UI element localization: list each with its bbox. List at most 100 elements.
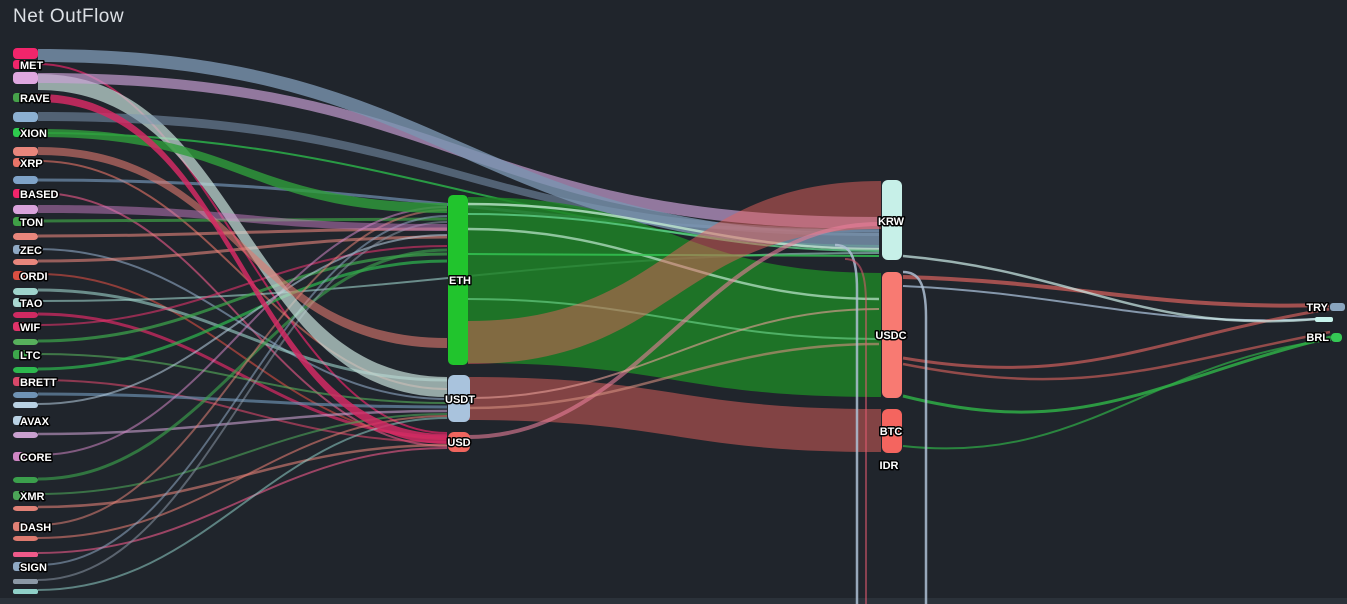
sankey-link-ribbon[interactable]: [38, 74, 447, 397]
sankey-node-bar: [13, 589, 38, 594]
sankey-link-line[interactable]: [37, 248, 448, 400]
sankey-node-XION[interactable]: [13, 112, 38, 122]
sankey-link-line[interactable]: [902, 339, 1332, 450]
sankey-node-ZEC[interactable]: [13, 233, 38, 240]
sankey-node-XMR[interactable]: [13, 477, 38, 483]
sankey-node-label-KRW: KRW: [878, 216, 905, 228]
sankey-node-WIF[interactable]: [13, 312, 38, 318]
sankey-node-DASH[interactable]: [13, 506, 38, 511]
sankey-link-line[interactable]: [37, 215, 448, 566]
sankey-link-ribbon[interactable]: [38, 49, 879, 249]
sankey-node-label-MET: MET: [20, 60, 44, 72]
sankey-node-ORDI[interactable]: [13, 259, 38, 265]
sankey-node-label-XRP: XRP: [20, 158, 43, 170]
sankey-node-bar: [1315, 317, 1333, 322]
sankey-link-line[interactable]: [467, 202, 880, 251]
sankey-link-drop[interactable]: [902, 270, 928, 604]
sankey-link-line[interactable]: [37, 160, 448, 390]
sankey-node-chip-AVAX: [13, 416, 27, 425]
sankey-node-label-ZEC: ZEC: [20, 245, 42, 257]
sankey-node-label-ETH: ETH: [449, 275, 471, 287]
sankey-link-ribbon[interactable]: [38, 129, 447, 213]
sankey-node-label-BRETT: BRETT: [20, 377, 57, 389]
sankey-node-chip-TON: [13, 217, 27, 226]
sankey-link-line[interactable]: [467, 213, 880, 252]
sankey-link-line[interactable]: [37, 353, 448, 404]
sankey-link-line[interactable]: [37, 221, 448, 581]
sankey-node-AVAX[interactable]: [13, 392, 38, 398]
sankey-node-TON[interactable]: [13, 205, 38, 214]
sankey-node-chip-ZEC: [13, 245, 27, 254]
sankey-link-line[interactable]: [37, 206, 448, 456]
sankey-link-line[interactable]: [902, 254, 1318, 323]
sankey-node-XRP[interactable]: [13, 147, 38, 156]
sankey-link-line[interactable]: [37, 234, 448, 405]
sankey-link-line[interactable]: [37, 379, 448, 443]
sankey-link-line[interactable]: [902, 307, 1330, 369]
sankey-link-ribbon[interactable]: [38, 94, 447, 444]
sankey-node-ETH[interactable]: [448, 195, 468, 365]
sankey-link-line[interactable]: [37, 409, 448, 436]
sankey-node-label-XMR: XMR: [20, 491, 45, 503]
sankey-node-bar: [13, 552, 38, 557]
sankey-link-line[interactable]: [37, 413, 448, 495]
sankey-node-label-LTC: LTC: [20, 350, 41, 362]
sankey-node-USD[interactable]: [448, 432, 470, 452]
sankey-node-KRW[interactable]: [882, 180, 902, 260]
sankey-link-ribbon[interactable]: [468, 377, 881, 452]
sankey-node-BRL[interactable]: [1331, 333, 1342, 342]
sankey-link-ribbon[interactable]: [468, 181, 881, 364]
sankey-node-BTC[interactable]: [882, 409, 902, 453]
sankey-node-MET[interactable]: [13, 48, 38, 59]
sankey-link-line[interactable]: [37, 245, 448, 326]
sankey-link-line[interactable]: [902, 285, 1318, 322]
sankey-link-line[interactable]: [467, 308, 880, 399]
sankey-node-label-CORE: CORE: [20, 452, 52, 464]
sankey-node-chip-XION: [13, 128, 27, 137]
sankey-link-line[interactable]: [902, 275, 1330, 308]
sankey-node-label-TRY: TRY: [1306, 302, 1328, 314]
sankey-node-TAO[interactable]: [13, 288, 38, 295]
sankey-link-drop[interactable]: [844, 258, 867, 604]
sankey-node-SIGN[interactable]: [13, 536, 38, 541]
sankey-link-drop[interactable]: [834, 243, 859, 604]
sankey-link-line[interactable]: [467, 342, 880, 410]
sankey-node-bar: [13, 402, 38, 408]
sankey-node-USDT[interactable]: [448, 375, 470, 422]
sankey-link-line[interactable]: [37, 259, 448, 371]
sankey-node-label-XION: XION: [20, 128, 47, 140]
sankey-link-ribbon[interactable]: [38, 147, 447, 348]
sankey-node-bar: [13, 579, 38, 584]
sankey-node-chip-BASED: [13, 189, 27, 198]
sankey-node-label-BRL: BRL: [1306, 332, 1329, 344]
sankey-node-USDC[interactable]: [882, 272, 902, 398]
sankey-link-ribbon[interactable]: [38, 112, 879, 236]
sankey-link-line[interactable]: [902, 330, 1331, 381]
sankey-node-CORE[interactable]: [13, 432, 38, 438]
sankey-node-chip-TAO: [13, 298, 27, 307]
sankey-node-BRETT[interactable]: [13, 367, 38, 373]
sankey-node-label-BTC: BTC: [880, 426, 903, 438]
sankey-node-chip-LTC: [13, 350, 27, 359]
sankey-link-line[interactable]: [37, 248, 448, 481]
sankey-node-chip-ORDI: [13, 271, 27, 280]
sankey-node-label-ORDI: ORDI: [20, 271, 48, 283]
sankey-node-label-DASH: DASH: [20, 522, 51, 534]
sankey-link-ribbon[interactable]: [38, 205, 447, 231]
sankey-node-BASED[interactable]: [13, 176, 38, 184]
sankey-node-label-TAO: TAO: [20, 298, 43, 310]
sankey-link-line[interactable]: [37, 252, 448, 343]
sankey-node-chip-MET: [13, 60, 27, 69]
sankey-node-chip-WIF: [13, 322, 27, 331]
sankey-node-RAVE[interactable]: [13, 72, 38, 84]
sankey-link-line[interactable]: [467, 298, 880, 340]
sankey-link-line[interactable]: [37, 447, 448, 554]
sankey-node-label-WIF: WIF: [20, 322, 40, 334]
sankey-link-line[interactable]: [902, 335, 1332, 414]
sankey-node-LTC[interactable]: [13, 339, 38, 345]
sankey-node-TRY[interactable]: [1330, 303, 1345, 311]
sankey-link-line[interactable]: [467, 222, 880, 439]
sankey-node-chip-XMR: [13, 491, 27, 500]
